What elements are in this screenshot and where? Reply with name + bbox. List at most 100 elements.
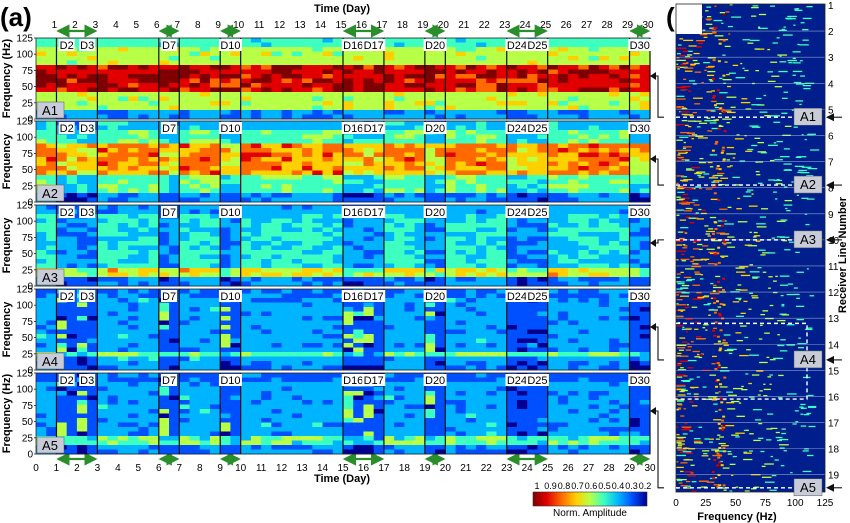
spectrogram-cell (199, 134, 211, 140)
spectrogram-cell (56, 259, 68, 264)
spectrogram-cell (220, 361, 231, 366)
spectrogram-cell (230, 65, 242, 70)
spectrogram-cell (537, 161, 549, 167)
spectrogram-cell (343, 356, 354, 362)
spectrogram-cell (404, 179, 416, 185)
spectrogram-cell (46, 175, 57, 180)
spectrogram-cell (87, 311, 98, 317)
spectrogram-cell (598, 320, 610, 326)
spectrogram-cell (619, 134, 630, 140)
spectrogram-cell (302, 92, 313, 97)
spectrogram-cell (261, 320, 272, 326)
spectrogram-cell (107, 38, 119, 43)
spectrogram-cell (97, 110, 109, 115)
spectrogram-cell (250, 42, 262, 48)
spectrogram-cell (476, 316, 487, 321)
spectrogram-cell (486, 51, 497, 57)
spectrogram-cell (629, 83, 641, 88)
spectrogram-cell (199, 259, 211, 264)
spectrogram-cell (56, 161, 68, 167)
area-label: A1 (42, 103, 58, 118)
spectrogram-cell (332, 338, 344, 344)
spectrogram-cell (76, 105, 88, 111)
spectrogram-cell (516, 325, 528, 330)
spectrogram-cell (547, 316, 559, 321)
spectrogram-cell (148, 139, 160, 144)
spectrogram-cell (158, 325, 170, 330)
bottom-day-tick-label: 25 (542, 463, 554, 474)
spectrogram-cell (598, 311, 610, 317)
spectrogram-cell (435, 316, 446, 321)
spectrogram-cell (271, 334, 282, 339)
spectrogram-cell (404, 209, 416, 215)
spectrogram-cell (516, 232, 528, 237)
bottom-day-tick-label: 8 (197, 463, 203, 474)
spectrogram-cell (322, 125, 334, 131)
spectrogram-cell (578, 245, 589, 251)
spectrogram-cell (107, 232, 119, 237)
spectrogram-cell (557, 101, 569, 106)
spectrogram-cell (117, 101, 129, 106)
spectrogram-cell (36, 413, 47, 419)
spectrogram-cell (138, 205, 149, 210)
spectrogram-cell (179, 445, 190, 450)
spectrogram-cell (97, 395, 109, 401)
spectrogram-cell (476, 250, 487, 255)
spectrogram-cell (209, 78, 221, 84)
spectrogram-cell (56, 241, 68, 246)
spectrogram-cell (128, 316, 139, 321)
spectrogram-cell (516, 51, 528, 57)
spectrogram-cell (537, 223, 549, 228)
spectrogram-cell (547, 179, 559, 185)
spectrogram-cell (199, 152, 211, 158)
spectrogram-cell (527, 223, 538, 228)
spectrogram-cell (158, 134, 170, 140)
spectrogram-cell (609, 69, 620, 75)
spectrogram-cell (394, 38, 405, 43)
day-marker-label: D10 (220, 123, 240, 135)
spectrogram-cell (609, 343, 620, 348)
spectrogram-cell (148, 400, 160, 405)
spectrogram-cell (578, 92, 589, 97)
spectrogram-cell (383, 232, 395, 237)
spectrogram-cell (414, 232, 426, 237)
spectrogram-cell (138, 400, 149, 405)
spectrogram-cell (250, 232, 262, 237)
spectrogram-cell (445, 307, 456, 312)
spectrogram-cell (629, 143, 641, 149)
spectrogram-cell (588, 197, 600, 203)
spectrogram-cell (486, 205, 497, 210)
spectrogram-cell (568, 56, 579, 61)
spectrogram-cell (322, 289, 334, 294)
day-marker-box (362, 122, 386, 134)
spectrogram-cell (220, 227, 231, 233)
spectrogram-cell (598, 134, 610, 140)
spectrogram-cell (394, 218, 405, 224)
spectrogram-cell (107, 152, 119, 158)
spectrogram-cell (394, 130, 405, 135)
spectrogram-cell (363, 316, 375, 321)
spectrogram-cell (353, 232, 364, 237)
spectrogram-cell (353, 105, 364, 111)
spectrogram-cell (179, 74, 190, 79)
spectrogram-cell (128, 193, 139, 198)
spectrogram-cell (230, 307, 242, 312)
spectrogram-cell (578, 74, 589, 79)
spectrogram-cell (281, 365, 293, 371)
spectrogram-cell (36, 130, 47, 135)
spectrogram-cell (240, 92, 252, 97)
spectrogram-cell (117, 214, 129, 219)
spectrogram-cell (169, 334, 180, 339)
spectrogram-cell (291, 47, 303, 52)
y-tick-label: 50 (22, 249, 34, 260)
spectrogram-cell (609, 320, 620, 326)
spectrogram-cell (629, 254, 641, 260)
spectrogram-cell (46, 245, 57, 251)
spectrogram-cell (138, 143, 149, 149)
spectrogram-cell (568, 188, 579, 194)
spectrogram-cell (343, 218, 354, 224)
spectrogram-cell (527, 316, 538, 321)
spectrogram-cell (383, 170, 395, 176)
spectrogram-cell (506, 361, 518, 366)
spectrogram-cell (36, 422, 47, 428)
